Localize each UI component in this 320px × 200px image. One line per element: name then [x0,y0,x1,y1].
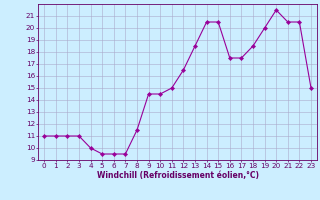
X-axis label: Windchill (Refroidissement éolien,°C): Windchill (Refroidissement éolien,°C) [97,171,259,180]
